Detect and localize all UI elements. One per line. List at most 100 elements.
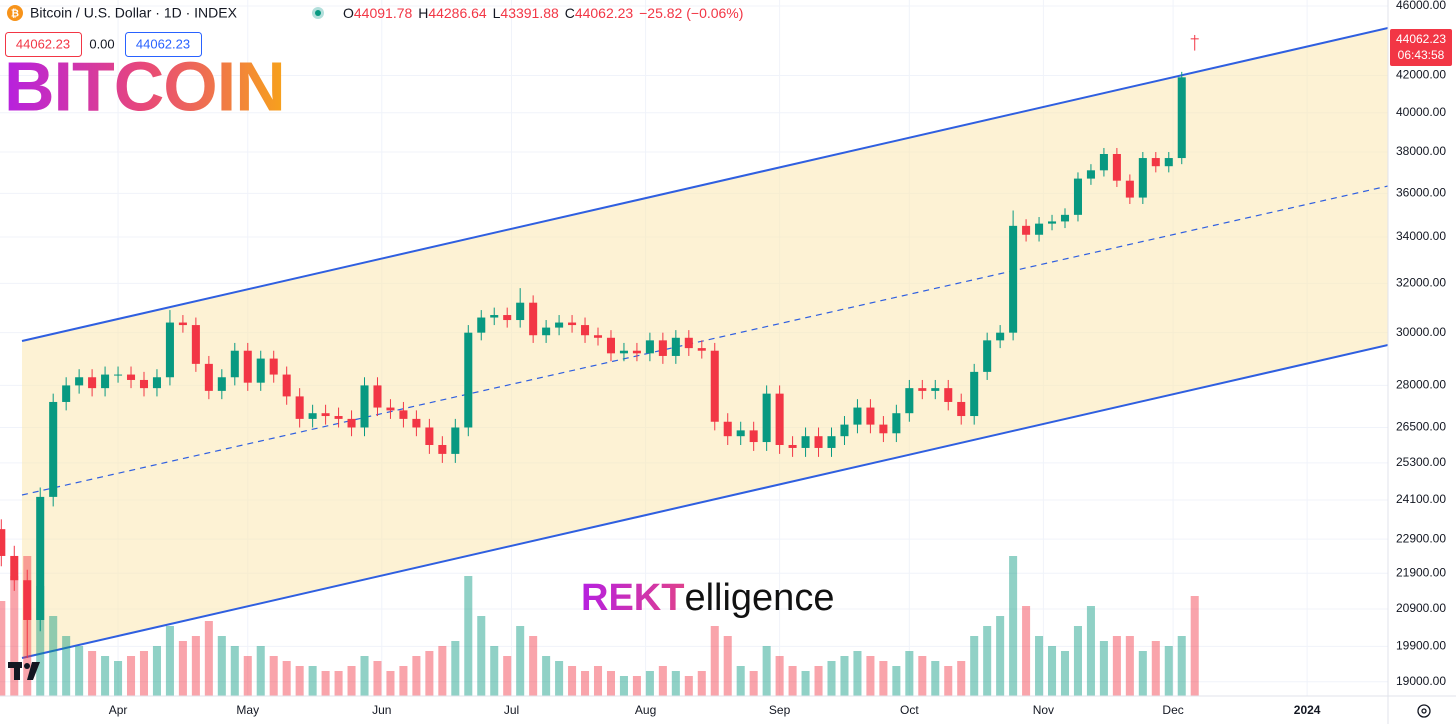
buy-price: 44062.23 xyxy=(136,36,190,51)
candle-body xyxy=(295,396,304,419)
volume-bar xyxy=(775,656,784,696)
candle-body xyxy=(152,377,161,389)
candle-body xyxy=(1099,154,1108,171)
volume-bar xyxy=(360,656,369,696)
x-tick-label: May xyxy=(236,703,259,717)
candle-body xyxy=(606,337,616,354)
candle-body xyxy=(230,350,239,378)
volume-bar xyxy=(853,651,862,696)
volume-bar xyxy=(438,646,447,696)
volume-bar xyxy=(723,636,732,696)
candle-body xyxy=(1164,158,1173,167)
volume-bar xyxy=(892,666,901,696)
volume-bar xyxy=(1138,651,1147,696)
candle-body xyxy=(126,374,136,380)
volume-bar xyxy=(114,661,123,696)
volume-bar xyxy=(866,656,875,696)
tv-logo xyxy=(8,662,40,680)
volume-bar xyxy=(230,646,239,696)
volume-bar xyxy=(373,661,382,696)
volume-bar xyxy=(606,671,616,696)
candle-body xyxy=(931,388,940,391)
candle-body xyxy=(399,410,408,419)
y-tick-label: 46000.00 xyxy=(1396,0,1446,12)
volume-bar xyxy=(0,601,6,696)
ohlc-value: 44091.78 xyxy=(354,5,413,21)
candle-body xyxy=(1177,77,1186,159)
candle-body xyxy=(645,340,654,354)
volume-bar xyxy=(697,671,706,696)
volume-bar xyxy=(347,666,356,696)
candle-body xyxy=(593,335,603,338)
candle-body xyxy=(308,413,317,419)
volume-bar xyxy=(645,671,654,696)
volume-bar xyxy=(918,656,927,696)
volume-bar xyxy=(425,651,434,696)
candle-body xyxy=(762,393,771,443)
x-tick-label: Sep xyxy=(769,703,791,717)
volume-bar xyxy=(581,671,590,696)
candle-body xyxy=(542,327,551,336)
x-tick-label: Jul xyxy=(504,703,519,717)
candle-body xyxy=(1060,214,1070,222)
volume-bar xyxy=(49,616,58,696)
candle-body xyxy=(736,430,745,437)
candle-body xyxy=(334,416,343,419)
status-dot xyxy=(315,10,321,16)
volume-bar xyxy=(217,636,226,696)
tv-logo-part xyxy=(14,662,20,680)
volume-bar xyxy=(1151,641,1160,696)
candle-body xyxy=(1022,225,1031,235)
y-tick-label: 21900.00 xyxy=(1396,565,1446,579)
logo-text: BITCOIN xyxy=(4,47,285,125)
settings-gear[interactable] xyxy=(1421,708,1427,714)
volume-bar xyxy=(204,621,213,696)
volume-bar xyxy=(827,661,836,696)
y-tick-label: 20900.00 xyxy=(1396,601,1446,615)
candle-body xyxy=(619,350,628,354)
volume-bar xyxy=(658,666,667,696)
volume-bar xyxy=(36,586,45,696)
chart-title: Bitcoin / U.S. Dollar · 1D · INDEX xyxy=(30,5,238,21)
volume-bar xyxy=(1035,636,1044,696)
channel-mid xyxy=(21,185,1388,496)
volume-bar xyxy=(152,646,161,696)
volume-bar xyxy=(762,646,771,696)
sell-badge[interactable] xyxy=(5,32,82,57)
volume-bar xyxy=(1060,651,1070,696)
candle-body xyxy=(801,436,810,448)
candle-body xyxy=(1190,38,1199,40)
channel-upper xyxy=(21,27,1388,342)
y-tick-label: 36000.00 xyxy=(1396,185,1446,199)
spread: 0.00 xyxy=(89,36,114,51)
candle-body xyxy=(101,374,110,389)
volume-bar xyxy=(1125,636,1134,696)
volume-bar xyxy=(555,661,564,696)
settings-icon[interactable] xyxy=(1417,704,1431,718)
candle-body xyxy=(217,377,226,391)
candle-body xyxy=(788,444,797,448)
volume-bar xyxy=(568,666,577,696)
candle-body xyxy=(1048,221,1057,224)
ohlc-label: O xyxy=(343,5,354,21)
candle-body xyxy=(1086,170,1095,179)
candle-body xyxy=(191,325,200,364)
candle-body xyxy=(1125,180,1134,198)
candle-body xyxy=(0,529,6,556)
candle-body xyxy=(775,393,784,445)
volume-bar xyxy=(243,656,252,696)
ohlc-label: L xyxy=(493,5,501,21)
y-tick-label: 25300.00 xyxy=(1396,455,1446,469)
volume-bar xyxy=(840,656,849,696)
buy-badge[interactable] xyxy=(125,32,202,57)
volume-bar xyxy=(1164,646,1173,696)
candle-body xyxy=(139,379,149,389)
tv-logo-part xyxy=(27,662,40,680)
volume-bar xyxy=(1073,626,1082,696)
candle-body xyxy=(425,427,434,445)
candle-body xyxy=(723,421,732,437)
candle-body xyxy=(23,580,32,620)
volume-bar xyxy=(671,671,680,696)
candle-body xyxy=(1138,158,1147,198)
settings-gear[interactable] xyxy=(1417,704,1431,718)
